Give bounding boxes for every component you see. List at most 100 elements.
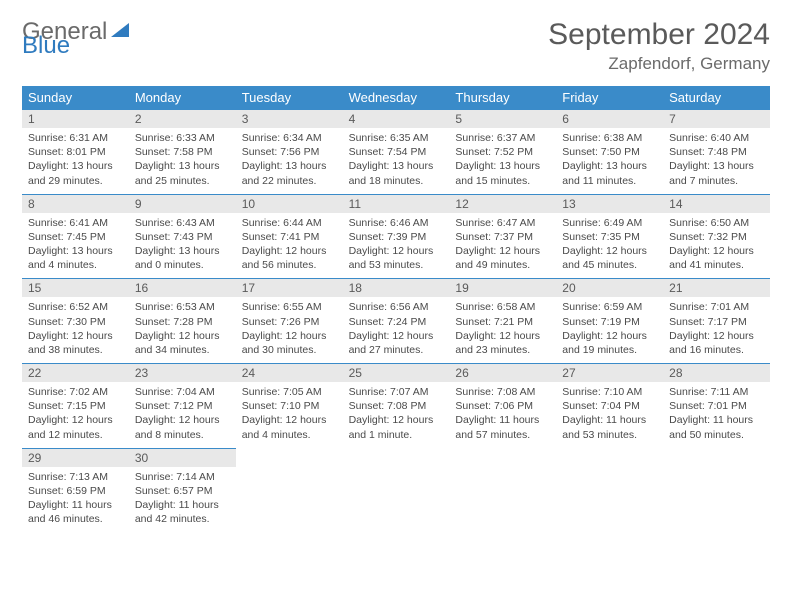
day-cell: 23Sunrise: 7:04 AMSunset: 7:12 PMDayligh… bbox=[129, 363, 236, 448]
daylight-line: Daylight: 13 hours and 18 minutes. bbox=[349, 159, 444, 187]
daylight-line: Daylight: 12 hours and 23 minutes. bbox=[455, 329, 550, 357]
sunset-line: Sunset: 7:32 PM bbox=[669, 230, 764, 244]
day-info: Sunrise: 6:34 AMSunset: 7:56 PMDaylight:… bbox=[236, 131, 343, 188]
day-cell: 15 Sunrise: 6:52 AMSunset: 7:30 PMDayligh… bbox=[22, 278, 129, 363]
sunrise-line: Sunrise: 6:35 AM bbox=[349, 131, 444, 145]
day-number: 3 bbox=[236, 110, 343, 128]
sunrise-line: Sunrise: 6:38 AM bbox=[562, 131, 657, 145]
day-number: 17 bbox=[236, 279, 343, 297]
sunrise-line: Sunrise: 6:31 AM bbox=[28, 131, 123, 145]
daylight-line: Daylight: 13 hours and 22 minutes. bbox=[242, 159, 337, 187]
day-number: 5 bbox=[449, 110, 556, 128]
calendar-body: 1Sunrise: 6:31 AMSunset: 8:01 PMDaylight… bbox=[22, 109, 770, 532]
logo-triangle-icon bbox=[111, 23, 129, 37]
day-info: Sunrise: 6:37 AMSunset: 7:52 PMDaylight:… bbox=[449, 131, 556, 188]
sunrise-line: Sunrise: 6:47 AM bbox=[455, 216, 550, 230]
day-info: Sunrise: 7:08 AMSunset: 7:06 PMDaylight:… bbox=[449, 385, 556, 442]
weekday-sunday: Sunday bbox=[22, 86, 129, 109]
sunrise-line: Sunrise: 6:46 AM bbox=[349, 216, 444, 230]
sunrise-line: Sunrise: 6:58 AM bbox=[455, 300, 550, 314]
day-info: Sunrise: 6:59 AMSunset: 7:19 PMDaylight:… bbox=[556, 300, 663, 357]
day-info: Sunrise: 6:40 AMSunset: 7:48 PMDaylight:… bbox=[663, 131, 770, 188]
daylight-line: Daylight: 13 hours and 0 minutes. bbox=[135, 244, 230, 272]
sunset-line: Sunset: 7:50 PM bbox=[562, 145, 657, 159]
day-info: Sunrise: 6:31 AMSunset: 8:01 PMDaylight:… bbox=[22, 131, 129, 188]
daylight-line: Daylight: 13 hours and 15 minutes. bbox=[455, 159, 550, 187]
daylight-line: Daylight: 12 hours and 38 minutes. bbox=[28, 329, 123, 357]
sunset-line: Sunset: 7:12 PM bbox=[135, 399, 230, 413]
logo: General Blue bbox=[22, 18, 129, 46]
day-info: Sunrise: 6:38 AMSunset: 7:50 PMDaylight:… bbox=[556, 131, 663, 188]
day-cell-empty bbox=[236, 448, 343, 533]
day-cell: 17Sunrise: 6:55 AMSunset: 7:26 PMDayligh… bbox=[236, 278, 343, 363]
day-number: 15 bbox=[22, 279, 129, 297]
weekday-tuesday: Tuesday bbox=[236, 86, 343, 109]
daylight-line: Daylight: 12 hours and 41 minutes. bbox=[669, 244, 764, 272]
day-cell: 11Sunrise: 6:46 AMSunset: 7:39 PMDayligh… bbox=[343, 194, 450, 279]
daylight-line: Daylight: 13 hours and 4 minutes. bbox=[28, 244, 123, 272]
weekday-friday: Friday bbox=[556, 86, 663, 109]
day-number: 25 bbox=[343, 364, 450, 382]
sunset-line: Sunset: 7:43 PM bbox=[135, 230, 230, 244]
day-number: 18 bbox=[343, 279, 450, 297]
day-number: 27 bbox=[556, 364, 663, 382]
day-info: Sunrise: 6:41 AMSunset: 7:45 PMDaylight:… bbox=[22, 216, 129, 273]
sunset-line: Sunset: 7:17 PM bbox=[669, 315, 764, 329]
calendar-header-row: Sunday Monday Tuesday Wednesday Thursday… bbox=[22, 86, 770, 109]
daylight-line: Daylight: 12 hours and 45 minutes. bbox=[562, 244, 657, 272]
sunrise-line: Sunrise: 6:52 AM bbox=[28, 300, 123, 314]
day-cell: 1 Sunrise: 6:31 AMSunset: 8:01 PMDaylight… bbox=[22, 109, 129, 194]
sunrise-line: Sunrise: 6:43 AM bbox=[135, 216, 230, 230]
day-info: Sunrise: 6:58 AMSunset: 7:21 PMDaylight:… bbox=[449, 300, 556, 357]
sunset-line: Sunset: 8:01 PM bbox=[28, 145, 123, 159]
day-number: 23 bbox=[129, 364, 236, 382]
day-cell: 26Sunrise: 7:08 AMSunset: 7:06 PMDayligh… bbox=[449, 363, 556, 448]
sunrise-line: Sunrise: 6:56 AM bbox=[349, 300, 444, 314]
day-cell: 22Sunrise: 7:02 AMSunset: 7:15 PMDayligh… bbox=[22, 363, 129, 448]
weekday-wednesday: Wednesday bbox=[343, 86, 450, 109]
sunset-line: Sunset: 7:39 PM bbox=[349, 230, 444, 244]
day-number: 4 bbox=[343, 110, 450, 128]
daylight-line: Daylight: 11 hours and 46 minutes. bbox=[28, 498, 123, 526]
day-number: 12 bbox=[449, 195, 556, 213]
weekday-saturday: Saturday bbox=[663, 86, 770, 109]
sunrise-line: Sunrise: 7:13 AM bbox=[28, 470, 123, 484]
day-number: 8 bbox=[22, 195, 129, 213]
day-cell: 25 Sunrise: 7:07 AMSunset: 7:08 PMDayligh… bbox=[343, 363, 450, 448]
sunrise-line: Sunrise: 7:01 AM bbox=[669, 300, 764, 314]
title-block: September 2024 Zapfendorf, Germany bbox=[548, 18, 770, 74]
day-info: Sunrise: 6:35 AMSunset: 7:54 PMDaylight:… bbox=[343, 131, 450, 188]
sunset-line: Sunset: 7:30 PM bbox=[28, 315, 123, 329]
day-cell: 27Sunrise: 7:10 AMSunset: 7:04 PMDayligh… bbox=[556, 363, 663, 448]
sunset-line: Sunset: 7:10 PM bbox=[242, 399, 337, 413]
day-number: 19 bbox=[449, 279, 556, 297]
day-number: 24 bbox=[236, 364, 343, 382]
day-info: Sunrise: 7:07 AMSunset: 7:08 PMDaylight:… bbox=[343, 385, 450, 442]
daylight-line: Daylight: 11 hours and 50 minutes. bbox=[669, 413, 764, 441]
sunset-line: Sunset: 7:06 PM bbox=[455, 399, 550, 413]
day-cell: 28 Sunrise: 7:11 AMSunset: 7:01 PMDayligh… bbox=[663, 363, 770, 448]
day-number: 1 bbox=[22, 110, 129, 128]
day-info: Sunrise: 7:13 AMSunset: 6:59 PMDaylight:… bbox=[22, 470, 129, 527]
day-number: 2 bbox=[129, 110, 236, 128]
daylight-line: Daylight: 11 hours and 57 minutes. bbox=[455, 413, 550, 441]
daylight-line: Daylight: 11 hours and 42 minutes. bbox=[135, 498, 230, 526]
daylight-line: Daylight: 12 hours and 34 minutes. bbox=[135, 329, 230, 357]
daylight-line: Daylight: 12 hours and 19 minutes. bbox=[562, 329, 657, 357]
sunset-line: Sunset: 7:15 PM bbox=[28, 399, 123, 413]
day-info: Sunrise: 6:56 AMSunset: 7:24 PMDaylight:… bbox=[343, 300, 450, 357]
day-number: 28 bbox=[663, 364, 770, 382]
sunset-line: Sunset: 7:58 PM bbox=[135, 145, 230, 159]
sunset-line: Sunset: 7:37 PM bbox=[455, 230, 550, 244]
weekday-thursday: Thursday bbox=[449, 86, 556, 109]
day-info: Sunrise: 6:47 AMSunset: 7:37 PMDaylight:… bbox=[449, 216, 556, 273]
sunset-line: Sunset: 7:24 PM bbox=[349, 315, 444, 329]
day-cell: 8 Sunrise: 6:41 AMSunset: 7:45 PMDaylight… bbox=[22, 194, 129, 279]
daylight-line: Daylight: 12 hours and 4 minutes. bbox=[242, 413, 337, 441]
day-cell: 18 Sunrise: 6:56 AMSunset: 7:24 PMDayligh… bbox=[343, 278, 450, 363]
day-info: Sunrise: 7:01 AMSunset: 7:17 PMDaylight:… bbox=[663, 300, 770, 357]
day-info: Sunrise: 6:46 AMSunset: 7:39 PMDaylight:… bbox=[343, 216, 450, 273]
sunrise-line: Sunrise: 6:49 AM bbox=[562, 216, 657, 230]
day-info: Sunrise: 6:52 AMSunset: 7:30 PMDaylight:… bbox=[22, 300, 129, 357]
day-info: Sunrise: 7:11 AMSunset: 7:01 PMDaylight:… bbox=[663, 385, 770, 442]
